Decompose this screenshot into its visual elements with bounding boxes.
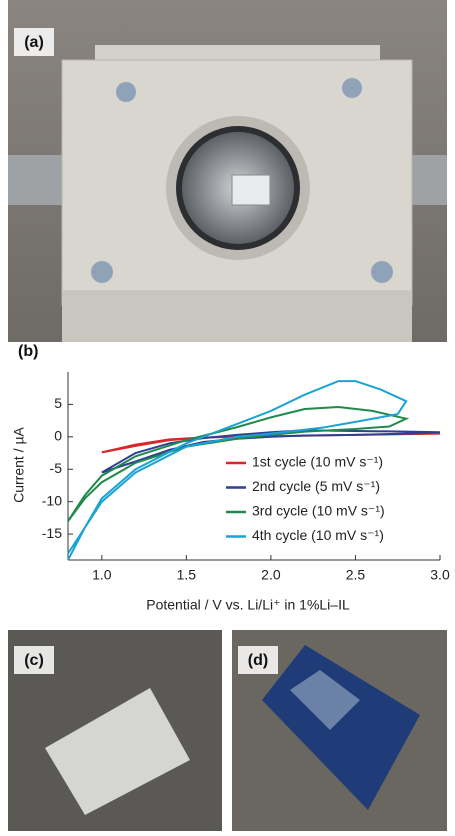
x-axis-label: Potential / V vs. Li/Li⁺ in 1%Li–IL: [146, 597, 350, 613]
legend-label: 4th cycle (10 mV s⁻¹): [252, 527, 384, 543]
cv-curve: [101, 432, 441, 454]
y-tick-label: -10: [42, 492, 62, 508]
photo-d: (d): [232, 630, 447, 831]
panel-label: (a): [24, 34, 44, 51]
y-tick-label: 0: [54, 428, 62, 444]
chart: (b) Potential / V vs. Li/Li⁺ in 1%Li–IL …: [11, 343, 450, 612]
x-tick-label: 3.0: [430, 567, 450, 583]
legend-label: 3rd cycle (10 mV s⁻¹): [252, 503, 385, 519]
y-tick-label: -5: [50, 460, 63, 476]
x-tick-label: 2.0: [261, 567, 281, 583]
cv-curve: [67, 380, 408, 561]
legend-label: 2nd cycle (5 mV s⁻¹): [252, 478, 380, 494]
photo-c: (c): [8, 630, 222, 831]
cv-curve: [101, 429, 441, 474]
photo-a: (a): [8, 0, 447, 342]
x-tick-label: 2.5: [346, 567, 366, 583]
y-axis-label: Current / µA: [11, 426, 27, 502]
cv-curve: [67, 405, 410, 522]
panel-label: (d): [248, 652, 268, 669]
panel-label: (b): [18, 343, 38, 360]
x-tick-label: 1.0: [92, 567, 112, 583]
y-tick-label: 5: [54, 395, 62, 411]
y-tick-label: -15: [42, 525, 62, 541]
legend-label: 1st cycle (10 mV s⁻¹): [252, 454, 383, 470]
x-tick-label: 1.5: [177, 567, 197, 583]
panel-label: (c): [24, 652, 44, 669]
